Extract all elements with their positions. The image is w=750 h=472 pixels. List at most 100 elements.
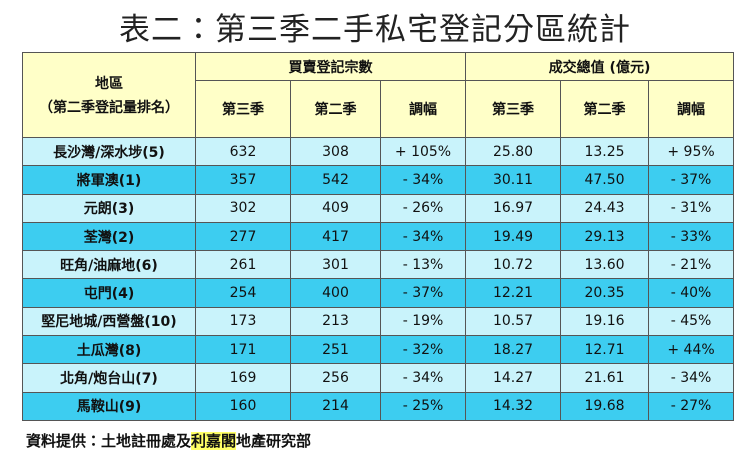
value-cell: - 40% — [648, 278, 735, 308]
value-cell: 20.35 — [560, 278, 650, 308]
value-cell: 173 — [195, 306, 291, 337]
value-cell: 19.16 — [560, 306, 650, 337]
table-body: 長沙灣/深水埗(5) 632 308 + 105% 25.80 13.25 + 95% 將軍澳… — [22, 136, 735, 421]
value-cell: 19.49 — [465, 221, 562, 252]
value-cell: - 25% — [379, 391, 467, 421]
value-cell: 171 — [195, 335, 291, 365]
subheader: 第二季 — [290, 80, 381, 138]
group-header: 成交總值 (億元) — [465, 52, 735, 81]
region-cell: 屯門(4) — [22, 278, 196, 308]
value-cell: 254 — [195, 278, 291, 308]
value-cell: - 45% — [648, 306, 735, 337]
region-cell: 土瓜灣(8) — [22, 335, 196, 365]
region-label: 地區 — [95, 76, 123, 92]
value-cell: 12.21 — [465, 278, 562, 308]
value-cell: - 33% — [648, 221, 735, 252]
table: 地區 （第二季登記量排名） 買賣登記宗數 成交總值 (億元) 第三季 第二季 調幅 第三… — [22, 52, 735, 421]
value-cell: + 95% — [648, 136, 735, 167]
value-cell: - 26% — [379, 193, 467, 223]
value-cell: 417 — [290, 221, 381, 252]
value-cell: 19.68 — [560, 391, 650, 421]
region-cell: 長沙灣/深水埗(5) — [22, 136, 196, 167]
value-cell: 632 — [195, 136, 291, 167]
region-cell: 旺角/油麻地(6) — [22, 250, 196, 280]
value-cell: 213 — [290, 306, 381, 337]
value-cell: 301 — [290, 250, 381, 280]
subheader: 調幅 — [379, 80, 467, 138]
region-cell: 將軍澳(1) — [22, 165, 196, 195]
table-row: 將軍澳(1) 357 542- 34% 30.11 47.50- 37% — [22, 165, 735, 195]
value-cell: - 13% — [379, 250, 467, 280]
value-cell: - 31% — [648, 193, 735, 223]
subheader: 第三季 — [465, 80, 562, 138]
value-cell: - 19% — [379, 306, 467, 337]
region-note: （第二季登記量排名） — [39, 100, 179, 116]
value-cell: 277 — [195, 221, 291, 252]
value-cell: 308 — [290, 136, 381, 167]
value-cell: 409 — [290, 193, 381, 223]
value-cell: 30.11 — [465, 165, 562, 195]
source-prefix: 資料提供：土地註冊處及 — [26, 432, 192, 450]
table-row: 荃灣(2) 277 417- 34% 19.49 29.13- 33% — [22, 221, 735, 252]
region-cell: 馬鞍山(9) — [22, 391, 196, 421]
value-cell: 18.27 — [465, 335, 562, 365]
value-cell: 10.72 — [465, 250, 562, 280]
value-cell: 10.57 — [465, 306, 562, 337]
value-cell: 256 — [290, 363, 381, 393]
value-cell: 214 — [290, 391, 381, 421]
value-cell: 169 — [195, 363, 291, 393]
table-header: 地區 （第二季登記量排名） 買賣登記宗數 成交總值 (億元) 第三季 第二季 調幅 第三… — [22, 52, 735, 138]
value-cell: 24.43 — [560, 193, 650, 223]
group-header: 買賣登記宗數 — [194, 52, 467, 81]
value-cell: 21.61 — [560, 363, 650, 393]
value-cell: 251 — [290, 335, 381, 365]
value-cell: - 34% — [379, 221, 467, 252]
value-cell: 47.50 — [560, 165, 650, 195]
region-cell: 荃灣(2) — [22, 221, 196, 252]
source-note: 資料提供：土地註冊處及利嘉閣地產研究部 — [26, 430, 311, 451]
value-cell: 261 — [195, 250, 291, 280]
value-cell: - 34% — [379, 363, 467, 393]
value-cell: + 105% — [379, 136, 467, 167]
value-cell: 29.13 — [560, 221, 650, 252]
table-row: 屯門(4) 254 400- 37% 12.21 20.35- 40% — [22, 278, 735, 308]
value-cell: 542 — [290, 165, 381, 195]
value-cell: 14.32 — [465, 391, 562, 421]
subheader: 調幅 — [648, 80, 735, 138]
region-cell: 堅尼地城/西營盤(10) — [22, 306, 196, 337]
value-cell: 12.71 — [560, 335, 650, 365]
table-row: 馬鞍山(9) 160 214- 25% 14.32 19.68- 27% — [22, 391, 735, 421]
table-row: 堅尼地城/西營盤(10) 173 213- 19% 10.57 19.16- 45% — [22, 306, 735, 337]
subheader: 第三季 — [195, 80, 291, 138]
header-row: 第三季 第二季 調幅 第三季 第二季 調幅 — [23, 80, 735, 138]
value-cell: - 34% — [648, 363, 735, 393]
region-cell: 元朗(3) — [22, 193, 196, 223]
value-cell: - 27% — [648, 391, 735, 421]
value-cell: 14.27 — [465, 363, 562, 393]
table-row: 土瓜灣(8) 171 251- 32% 18.27 12.71 + 44% — [22, 335, 735, 365]
value-cell: - 37% — [379, 278, 467, 308]
value-cell: + 44% — [648, 335, 735, 365]
region-header: 地區 （第二季登記量排名） — [22, 52, 196, 138]
subheader: 第二季 — [560, 80, 650, 138]
table-row: 北角/炮台山(7) 169 256- 34% 14.27 21.61- 34% — [22, 363, 735, 393]
region-cell: 北角/炮台山(7) — [22, 363, 196, 393]
source-suffix: 地產研究部 — [236, 432, 312, 450]
value-cell: 25.80 — [465, 136, 562, 167]
value-cell: 13.25 — [560, 136, 650, 167]
value-cell: 357 — [195, 165, 291, 195]
value-cell: - 21% — [648, 250, 735, 280]
value-cell: - 34% — [379, 165, 467, 195]
value-cell: 302 — [195, 193, 291, 223]
value-cell: - 32% — [379, 335, 467, 365]
table-row: 元朗(3) 302 409- 26% 16.97 24.43- 31% — [22, 193, 735, 223]
header-row: 地區 （第二季登記量排名） 買賣登記宗數 成交總值 (億元) — [22, 52, 735, 138]
table-row: 旺角/油麻地(6) 261 301- 13% 10.72 13.60- 21% — [22, 250, 735, 280]
value-cell: 160 — [195, 391, 291, 421]
value-cell: - 37% — [648, 165, 735, 195]
title: 表二：第三季二手私宅登記分區統計 — [119, 12, 631, 48]
source-highlight: 利嘉閣 — [191, 432, 237, 450]
value-cell: 13.60 — [560, 250, 650, 280]
value-cell: 400 — [290, 278, 381, 308]
